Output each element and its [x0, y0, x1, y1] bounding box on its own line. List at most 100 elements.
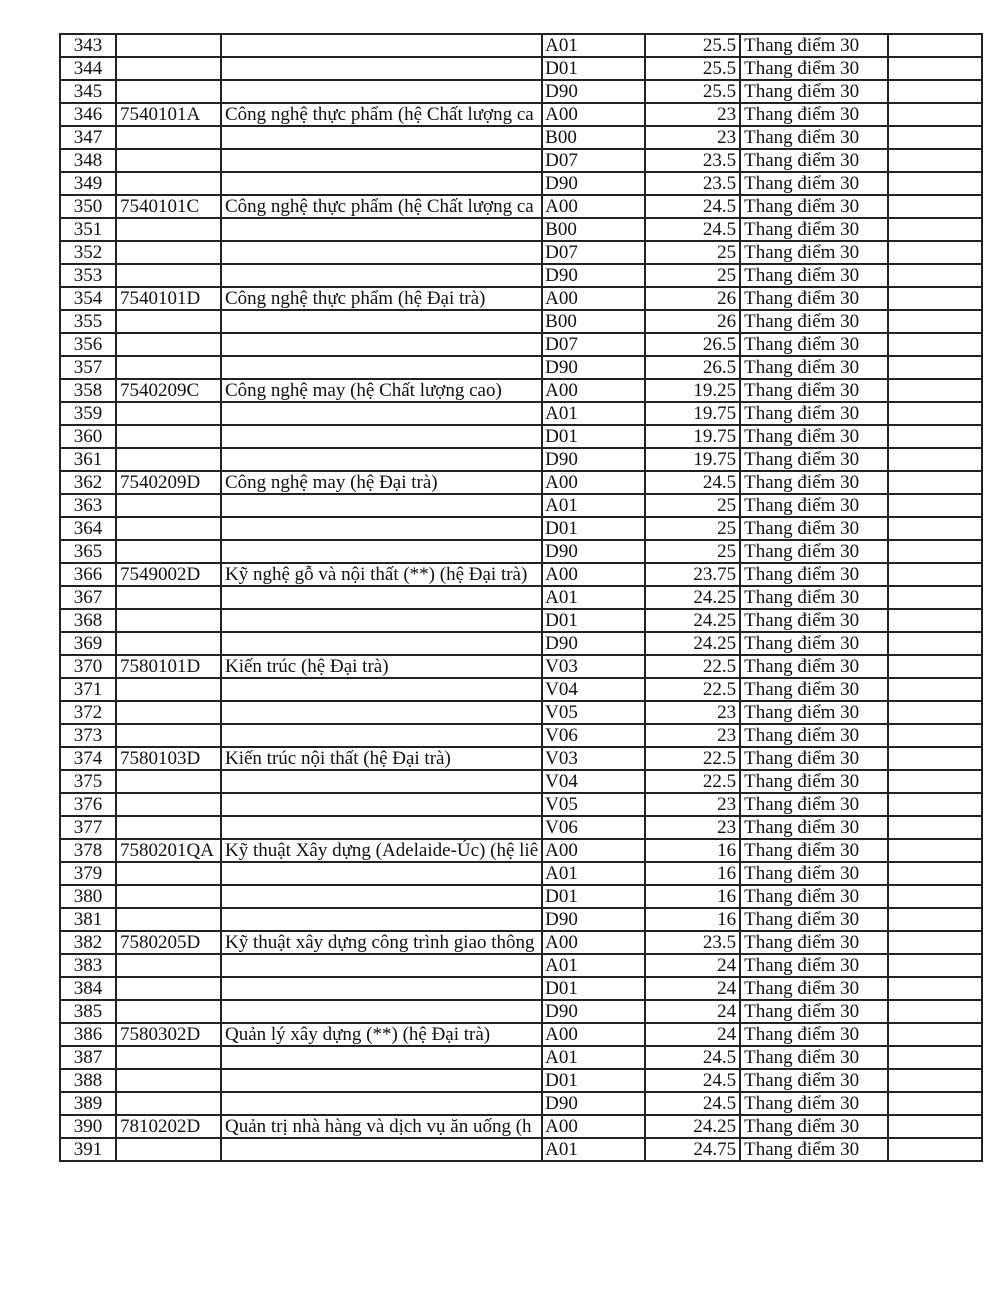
score-scale-cell: Thang điểm 30 — [739, 424, 890, 449]
cutoff-score-cell: 23.5 — [644, 930, 742, 955]
major-code-cell — [115, 1137, 222, 1162]
notes-cell — [887, 332, 984, 357]
notes-cell — [887, 194, 984, 219]
row-number-cell: 363 — [59, 493, 117, 518]
major-code-cell — [115, 585, 222, 610]
major-code-cell: 7549002D — [115, 562, 222, 587]
score-scale-cell: Thang điểm 30 — [739, 263, 890, 288]
cutoff-score-cell: 25 — [644, 240, 742, 265]
notes-cell — [887, 309, 984, 334]
cutoff-score-cell: 22.5 — [644, 654, 742, 679]
major-code-cell — [115, 493, 222, 518]
row-number-cell: 386 — [59, 1022, 117, 1047]
major-name-cell — [219, 677, 544, 702]
notes-cell — [887, 1091, 984, 1116]
notes-cell — [887, 263, 984, 288]
cutoff-score-cell: 25 — [644, 539, 742, 564]
row-number-cell: 384 — [59, 976, 117, 1001]
cutoff-score-cell: 19.75 — [644, 447, 742, 472]
major-code-cell: 7540209C — [115, 378, 222, 403]
notes-cell — [887, 815, 984, 840]
major-name-cell — [219, 263, 544, 288]
cutoff-score-cell: 16 — [644, 861, 742, 886]
table-row: 349 D90 23.5 Thang điểm 30 — [59, 171, 984, 196]
notes-cell — [887, 125, 984, 150]
table-row: 364 D01 25 Thang điểm 30 — [59, 516, 984, 541]
row-number-cell: 361 — [59, 447, 117, 472]
notes-cell — [887, 401, 984, 426]
notes-cell — [887, 56, 984, 81]
table-row: 354 7540101D Công nghệ thực phẩm (hệ Đại t… — [59, 286, 984, 311]
table-row: 371 V04 22.5 Thang điểm 30 — [59, 677, 984, 702]
major-name-cell — [219, 585, 544, 610]
notes-cell — [887, 884, 984, 909]
subject-combination-cell: D01 — [541, 424, 647, 449]
major-code-cell — [115, 815, 222, 840]
score-scale-cell: Thang điểm 30 — [739, 1091, 890, 1116]
cutoff-score-cell: 25.5 — [644, 33, 742, 58]
score-scale-cell: Thang điểm 30 — [739, 838, 890, 863]
row-number-cell: 368 — [59, 608, 117, 633]
row-number-cell: 343 — [59, 33, 117, 58]
cutoff-score-cell: 24 — [644, 976, 742, 1001]
major-code-cell — [115, 631, 222, 656]
major-name-cell: Quản lý xây dựng (**) (hệ Đại trà) — [219, 1022, 544, 1047]
row-number-cell: 351 — [59, 217, 117, 242]
cutoff-score-cell: 23 — [644, 700, 742, 725]
major-code-cell — [115, 953, 222, 978]
cutoff-score-cell: 23 — [644, 723, 742, 748]
major-code-cell: 7580205D — [115, 930, 222, 955]
subject-combination-cell: D90 — [541, 263, 647, 288]
subject-combination-cell: A00 — [541, 562, 647, 587]
row-number-cell: 362 — [59, 470, 117, 495]
table-row: 358 7540209C Công nghệ may (hệ Chất lượng … — [59, 378, 984, 403]
notes-cell — [887, 1114, 984, 1139]
major-name-cell — [219, 148, 544, 173]
table-row: 383 A01 24 Thang điểm 30 — [59, 953, 984, 978]
score-scale-cell: Thang điểm 30 — [739, 240, 890, 265]
table-row: 359 A01 19.75 Thang điểm 30 — [59, 401, 984, 426]
row-number-cell: 348 — [59, 148, 117, 173]
score-scale-cell: Thang điểm 30 — [739, 769, 890, 794]
major-name-cell — [219, 1091, 544, 1116]
score-scale-cell: Thang điểm 30 — [739, 493, 890, 518]
cutoff-score-cell: 16 — [644, 838, 742, 863]
cutoff-score-cell: 24.5 — [644, 1091, 742, 1116]
subject-combination-cell: A00 — [541, 194, 647, 219]
notes-cell — [887, 447, 984, 472]
cutoff-score-cell: 16 — [644, 907, 742, 932]
cutoff-score-cell: 24.5 — [644, 1068, 742, 1093]
subject-combination-cell: A00 — [541, 286, 647, 311]
score-scale-cell: Thang điểm 30 — [739, 608, 890, 633]
notes-cell — [887, 907, 984, 932]
cutoff-score-cell: 24 — [644, 953, 742, 978]
subject-combination-cell: D01 — [541, 884, 647, 909]
notes-cell — [887, 723, 984, 748]
notes-cell — [887, 33, 984, 58]
major-code-cell — [115, 999, 222, 1024]
score-scale-cell: Thang điểm 30 — [739, 355, 890, 380]
row-number-cell: 372 — [59, 700, 117, 725]
major-name-cell — [219, 539, 544, 564]
score-scale-cell: Thang điểm 30 — [739, 723, 890, 748]
row-number-cell: 388 — [59, 1068, 117, 1093]
row-number-cell: 385 — [59, 999, 117, 1024]
subject-combination-cell: D01 — [541, 1068, 647, 1093]
row-number-cell: 354 — [59, 286, 117, 311]
score-scale-cell: Thang điểm 30 — [739, 930, 890, 955]
notes-cell — [887, 102, 984, 127]
subject-combination-cell: D01 — [541, 56, 647, 81]
row-number-cell: 379 — [59, 861, 117, 886]
major-name-cell — [219, 355, 544, 380]
cutoff-score-cell: 25 — [644, 516, 742, 541]
major-name-cell — [219, 424, 544, 449]
row-number-cell: 380 — [59, 884, 117, 909]
score-scale-cell: Thang điểm 30 — [739, 907, 890, 932]
major-name-cell: Kỹ thuật xây dựng công trình giao thông — [219, 930, 544, 955]
major-name-cell: Quản trị nhà hàng và dịch vụ ăn uống (h — [219, 1114, 544, 1139]
major-code-cell: 7540209D — [115, 470, 222, 495]
subject-combination-cell: A01 — [541, 861, 647, 886]
major-name-cell — [219, 217, 544, 242]
score-scale-cell: Thang điểm 30 — [739, 125, 890, 150]
major-name-cell — [219, 401, 544, 426]
